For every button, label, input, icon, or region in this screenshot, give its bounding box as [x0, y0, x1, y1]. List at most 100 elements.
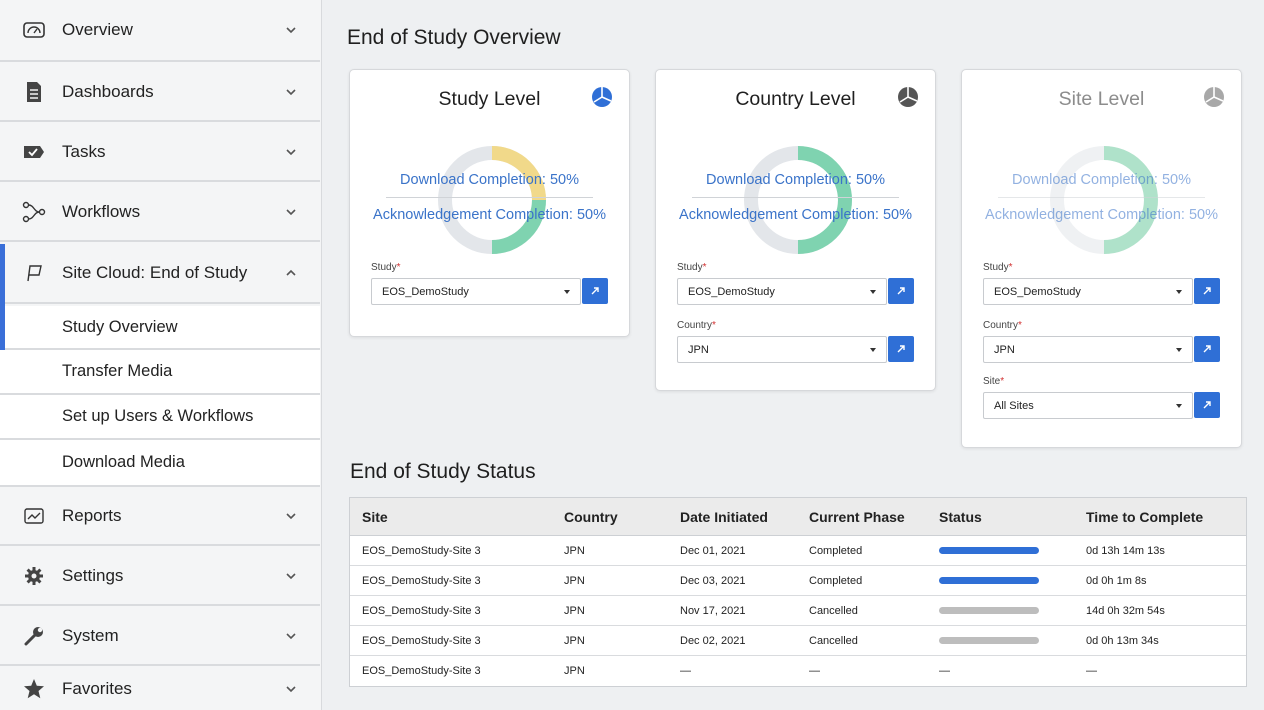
cell-status: —: [939, 665, 950, 677]
cell-time: 0d 13h 14m 13s: [1086, 544, 1165, 557]
cell-date: Dec 03, 2021: [680, 574, 746, 587]
caret-down-icon: [1176, 290, 1182, 294]
site-select-value: All Sites: [994, 399, 1034, 412]
subnav-study-overview[interactable]: Study Overview: [0, 306, 320, 350]
table-row[interactable]: EOS_DemoStudy-Site 3 JPN Dec 01, 2021 Co…: [350, 536, 1246, 566]
study-field-label: Study*: [983, 262, 1013, 273]
country-select-value: JPN: [688, 343, 709, 356]
cell-time: 0d 0h 13m 34s: [1086, 634, 1159, 647]
chevron-down-icon: [286, 149, 296, 156]
subnav-label: Study Overview: [62, 317, 178, 336]
subnav-download-media[interactable]: Download Media: [0, 440, 320, 487]
status-title: End of Study Status: [350, 460, 536, 483]
chevron-down-icon: [286, 89, 296, 96]
nav-reports-label: Reports: [62, 506, 122, 525]
nav-dashboards[interactable]: Dashboards: [0, 64, 320, 122]
caret-down-icon: [870, 290, 876, 294]
study-select[interactable]: EOS_DemoStudy: [371, 278, 581, 305]
table-header-row: Site Country Date Initiated Current Phas…: [350, 498, 1246, 536]
study-select[interactable]: EOS_DemoStudy: [983, 278, 1193, 305]
country-select[interactable]: JPN: [677, 336, 887, 363]
chevron-down-icon: [286, 513, 296, 520]
column-header-site[interactable]: Site: [362, 508, 388, 525]
study-select[interactable]: EOS_DemoStudy: [677, 278, 887, 305]
nav-favorites[interactable]: Favorites: [0, 668, 320, 710]
table-row[interactable]: EOS_DemoStudy-Site 3 JPN — — — —: [350, 656, 1246, 686]
column-header-status[interactable]: Status: [939, 508, 982, 525]
caret-down-icon: [1176, 348, 1182, 352]
caret-down-icon: [870, 348, 876, 352]
caret-down-icon: [1176, 404, 1182, 408]
pie-chart-icon[interactable]: [897, 86, 919, 108]
country-select[interactable]: JPN: [983, 336, 1193, 363]
cell-status: [939, 626, 1039, 655]
study-go-button[interactable]: [582, 278, 608, 304]
study-select-value: EOS_DemoStudy: [382, 285, 469, 298]
study-select-value: EOS_DemoStudy: [994, 285, 1081, 298]
nav-site-cloud[interactable]: Site Cloud: End of Study: [0, 244, 320, 304]
gear-icon: [22, 564, 46, 588]
cell-date: —: [680, 665, 691, 677]
cell-site: EOS_DemoStudy-Site 3: [362, 604, 481, 617]
column-header-date[interactable]: Date Initiated: [680, 508, 768, 525]
site-select[interactable]: All Sites: [983, 392, 1193, 419]
cell-site: EOS_DemoStudy-Site 3: [362, 634, 481, 647]
country-go-button[interactable]: [1194, 336, 1220, 362]
acknowledgement-completion: Acknowledgement Completion: 50%: [679, 207, 912, 223]
completion-donut: [1050, 146, 1158, 254]
chevron-down-icon: [286, 209, 296, 216]
overview-title: End of Study Overview: [347, 26, 561, 49]
active-indicator: [0, 244, 5, 350]
nav-system[interactable]: System: [0, 608, 320, 666]
card-title: Site Level: [1058, 88, 1145, 110]
nav-workflows[interactable]: Workflows: [0, 184, 320, 242]
cell-status: [939, 566, 1039, 595]
subnav-transfer-media[interactable]: Transfer Media: [0, 350, 320, 395]
cell-country: JPN: [564, 544, 585, 557]
pie-chart-icon[interactable]: [591, 86, 613, 108]
study-field-label: Study*: [371, 262, 401, 273]
column-header-phase[interactable]: Current Phase: [809, 508, 905, 525]
nav-settings-label: Settings: [62, 566, 124, 585]
cell-date: Dec 02, 2021: [680, 634, 746, 647]
study-level-card: Study Level Download Completion: 50% Ack…: [349, 69, 630, 337]
star-icon: [22, 677, 46, 701]
nav-site-cloud-label: Site Cloud: End of Study: [62, 263, 248, 282]
table-row[interactable]: EOS_DemoStudy-Site 3 JPN Dec 03, 2021 Co…: [350, 566, 1246, 596]
chart-icon: [22, 504, 46, 528]
card-title: Study Level: [438, 88, 541, 110]
card-title: Country Level: [735, 88, 856, 110]
subnav-label: Set up Users & Workflows: [62, 407, 254, 425]
nav-dashboards-label: Dashboards: [62, 82, 154, 101]
completion-donut: [438, 146, 546, 254]
cell-time: 0d 0h 1m 8s: [1086, 574, 1147, 587]
cell-phase: —: [809, 665, 820, 677]
divider: [386, 197, 593, 198]
nav-overview[interactable]: Overview: [0, 0, 320, 62]
nav-workflows-label: Workflows: [62, 202, 141, 221]
site-go-button[interactable]: [1194, 392, 1220, 418]
cell-site: EOS_DemoStudy-Site 3: [362, 665, 481, 677]
nav-settings[interactable]: Settings: [0, 548, 320, 606]
cell-status: [939, 596, 1039, 625]
nav-reports[interactable]: Reports: [0, 488, 320, 546]
nav-favorites-label: Favorites: [62, 679, 132, 698]
table-row[interactable]: EOS_DemoStudy-Site 3 JPN Dec 02, 2021 Ca…: [350, 626, 1246, 656]
cell-phase: Completed: [809, 544, 863, 557]
nav-system-label: System: [62, 626, 119, 645]
pie-chart-icon[interactable]: [1203, 86, 1225, 108]
cell-date: Dec 01, 2021: [680, 544, 746, 557]
country-go-button[interactable]: [888, 336, 914, 362]
status-bar-cancelled: [939, 637, 1039, 644]
country-field-label: Country*: [677, 320, 716, 331]
table-row[interactable]: EOS_DemoStudy-Site 3 JPN Nov 17, 2021 Ca…: [350, 596, 1246, 626]
cell-country: JPN: [564, 665, 585, 677]
divider: [692, 197, 899, 198]
column-header-time[interactable]: Time to Complete: [1086, 508, 1204, 525]
caret-down-icon: [564, 290, 570, 294]
study-go-button[interactable]: [888, 278, 914, 304]
column-header-country[interactable]: Country: [564, 508, 618, 525]
subnav-setup-users[interactable]: Set up Users & Workflows: [0, 395, 320, 440]
study-go-button[interactable]: [1194, 278, 1220, 304]
nav-tasks[interactable]: Tasks: [0, 124, 320, 182]
